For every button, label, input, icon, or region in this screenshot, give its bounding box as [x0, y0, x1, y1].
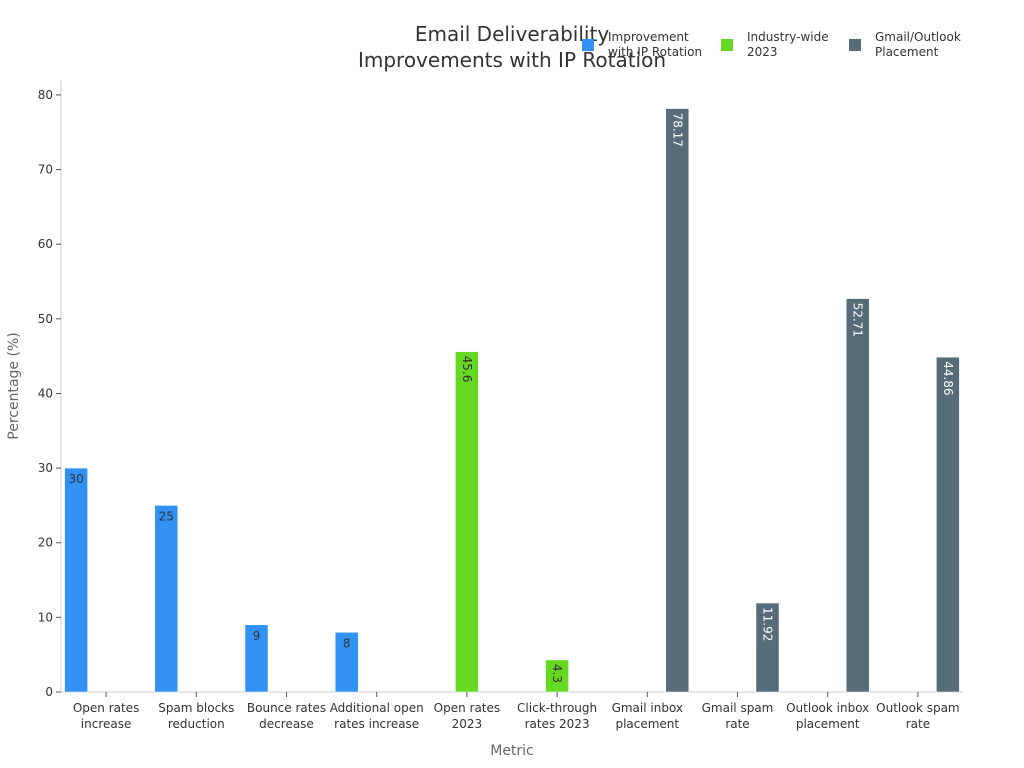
x-tick-label: Spam blocks reduction [158, 701, 234, 731]
x-tick-label-line: placement [615, 717, 679, 731]
data-label: 78.17 [670, 113, 684, 147]
legend-swatch [582, 39, 594, 51]
y-tick-label: 80 [38, 88, 53, 102]
bar[interactable] [334, 632, 359, 693]
data-label: 30 [68, 472, 83, 486]
x-tick-label: Open rates increase [73, 701, 140, 731]
x-tick-label-line: rate [906, 717, 930, 731]
y-tick-label: 50 [38, 312, 53, 326]
y-tick-label: 40 [38, 386, 53, 400]
x-tick-label-line: rate [725, 717, 749, 731]
data-label: 9 [253, 629, 261, 643]
x-tick-label-line: Outlook spam [876, 701, 959, 715]
x-tick-label: Outlook inbox placement [786, 701, 869, 731]
bar[interactable] [665, 108, 690, 693]
x-tick-label: Gmail spam rate [702, 701, 774, 731]
bar[interactable] [154, 505, 179, 693]
x-tick-label-line: 2023 [452, 717, 483, 731]
y-axis-title: Percentage (%) [6, 332, 22, 439]
x-tick-label-line: Gmail spam [702, 701, 774, 715]
bar[interactable] [545, 659, 569, 693]
x-tick-label-line: Click-through [517, 701, 597, 715]
bar[interactable] [755, 602, 780, 693]
data-label: 45.6 [460, 356, 474, 383]
y-tick-label: 70 [38, 163, 53, 177]
x-tick-label-line: Bounce rates [247, 701, 326, 715]
x-tick-label-line: rates 2023 [525, 717, 590, 731]
x-tick-label: Click-through rates 2023 [517, 701, 597, 731]
x-tick-label: Additional open rates increase [330, 701, 424, 731]
x-tick-label-line: Open rates [73, 701, 140, 715]
bar[interactable] [64, 467, 88, 693]
data-label: 44.86 [941, 361, 955, 395]
data-label: 4.3 [550, 664, 564, 683]
x-tick-label-line: Open rates [434, 701, 501, 715]
bar[interactable] [244, 624, 269, 693]
data-label: 8 [343, 636, 351, 650]
x-tick-label: Open rates 2023 [434, 701, 501, 731]
x-tick-label: Outlook spam rate [876, 701, 959, 731]
legend-swatch [721, 39, 733, 51]
x-tick-label-line: decrease [259, 717, 314, 731]
chart-title-line-1: Email Deliverability [414, 22, 610, 46]
x-tick-label-line: placement [796, 717, 860, 731]
bar[interactable] [455, 351, 479, 693]
data-label: 52.71 [851, 303, 865, 337]
x-tick-label-line: rates increase [334, 717, 419, 731]
legend-label: Gmail/Outlook Placement [875, 30, 961, 59]
data-label: 25 [159, 509, 174, 523]
legend-label: Industry-wide 2023 [747, 30, 829, 59]
legend-label: Improvement with IP Rotation [608, 30, 703, 59]
x-tick-label-line: Spam blocks [158, 701, 234, 715]
y-tick-label: 10 [38, 610, 53, 624]
x-tick-label-line: increase [81, 717, 132, 731]
y-tick-label: 60 [38, 237, 53, 251]
x-tick-label-line: Additional open [330, 701, 424, 715]
legend-swatch [849, 39, 861, 51]
x-tick-label: Gmail inbox placement [612, 701, 683, 731]
x-axis-title: Metric [490, 743, 534, 759]
x-tick-label-line: reduction [168, 717, 225, 731]
chart-title-line-2: Improvements with IP Rotation [357, 48, 667, 72]
y-tick-label: 30 [38, 461, 53, 475]
x-tick-label: Bounce rates decrease [247, 701, 326, 731]
x-tick-label-line: Gmail inbox [612, 701, 683, 715]
x-tick-label-line: Outlook inbox [786, 701, 869, 715]
y-tick-label: 20 [38, 536, 53, 550]
data-label: 11.92 [761, 607, 775, 641]
bar[interactable] [936, 356, 960, 693]
y-tick-label: 0 [45, 685, 53, 699]
bar[interactable] [845, 298, 870, 693]
